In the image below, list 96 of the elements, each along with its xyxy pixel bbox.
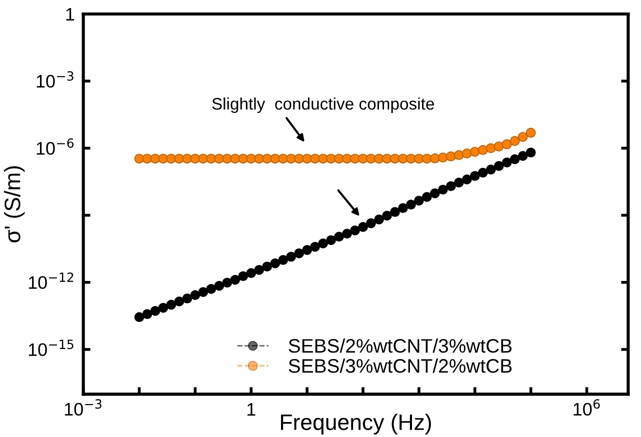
point: [350, 225, 360, 236]
point: [318, 238, 328, 248]
point: [518, 150, 528, 161]
point: [270, 154, 280, 164]
point: [414, 196, 424, 206]
y-tick-label: 10$^{−15}$: [28, 340, 74, 356]
point: [478, 145, 488, 155]
point: [286, 252, 296, 262]
point: [302, 245, 312, 255]
point: [182, 294, 192, 304]
point: [174, 296, 184, 306]
point: [406, 200, 416, 210]
point: [254, 264, 264, 275]
point: [382, 210, 392, 221]
point: [478, 168, 488, 178]
point: [494, 161, 504, 171]
point: [262, 262, 272, 272]
point: [438, 184, 448, 195]
point: [502, 139, 512, 150]
point: [310, 242, 320, 252]
point: [446, 151, 456, 162]
point: [142, 309, 152, 320]
point: [510, 136, 520, 146]
point: [150, 306, 160, 316]
point: [358, 222, 368, 232]
y-tick-label: 10$^{−6}$: [36, 138, 74, 155]
point: [134, 154, 144, 164]
point: [222, 278, 232, 288]
y-axis-title: σ' (S/m): [4, 166, 25, 242]
point: [214, 280, 224, 291]
x-tick-label: 1: [248, 403, 256, 416]
point: [494, 141, 504, 152]
point: [486, 164, 496, 175]
point: [206, 154, 216, 164]
point: [510, 154, 520, 164]
legend-label: SEBS/2%wtCNT/3%wtCB: [288, 338, 512, 353]
point: [142, 154, 152, 164]
point: [294, 248, 304, 258]
point: [278, 255, 288, 265]
point: [502, 158, 512, 168]
y-tick-label: 10$^{−12}$: [28, 272, 74, 289]
point: [470, 171, 480, 181]
point: [430, 153, 440, 164]
point: [246, 268, 256, 278]
point: [398, 203, 408, 213]
point: [158, 302, 168, 313]
legend-label: SEBS/3%wtCNT/2%wtCB: [288, 358, 512, 373]
point: [414, 154, 424, 164]
point: [230, 274, 240, 285]
point: [278, 154, 288, 164]
point: [198, 287, 208, 297]
point: [486, 143, 496, 154]
point: [134, 312, 144, 322]
point: [334, 232, 344, 242]
y-tick-label: 1: [66, 8, 74, 21]
point: [342, 228, 352, 239]
point: [518, 132, 528, 142]
point: [294, 154, 304, 164]
point: [262, 154, 272, 164]
point: [254, 154, 264, 164]
x-tick-label: 10$^{−3}$: [64, 399, 102, 416]
x-tick-label: 10$^{6}$: [574, 399, 600, 416]
point: [326, 235, 336, 246]
point: [174, 154, 184, 164]
point: [166, 154, 176, 164]
x-axis-title: Frequency (Hz): [281, 414, 431, 434]
point: [526, 128, 536, 138]
y-tick-label: 10$^{−3}$: [36, 71, 74, 88]
point: [166, 300, 176, 310]
point: [438, 152, 448, 162]
point: [390, 207, 400, 217]
point: [462, 174, 472, 184]
point: [470, 146, 480, 157]
annotation: Slightly conductive composite: [212, 97, 434, 113]
point: [190, 154, 200, 164]
point: [526, 148, 536, 158]
point: [462, 148, 472, 158]
point: [182, 154, 192, 164]
point: [246, 154, 256, 164]
point: [238, 271, 248, 282]
point: [310, 154, 320, 164]
point: [374, 214, 384, 224]
point: [206, 284, 216, 294]
point: [190, 290, 200, 300]
point: [422, 154, 432, 164]
point: [454, 178, 464, 188]
point: [454, 150, 464, 160]
point: [270, 258, 280, 268]
point: [326, 154, 336, 164]
point: [422, 192, 432, 202]
point: [446, 181, 456, 192]
point: [286, 154, 296, 164]
point: [158, 154, 168, 164]
point: [430, 188, 440, 198]
point: [150, 154, 160, 164]
point: [366, 218, 376, 228]
